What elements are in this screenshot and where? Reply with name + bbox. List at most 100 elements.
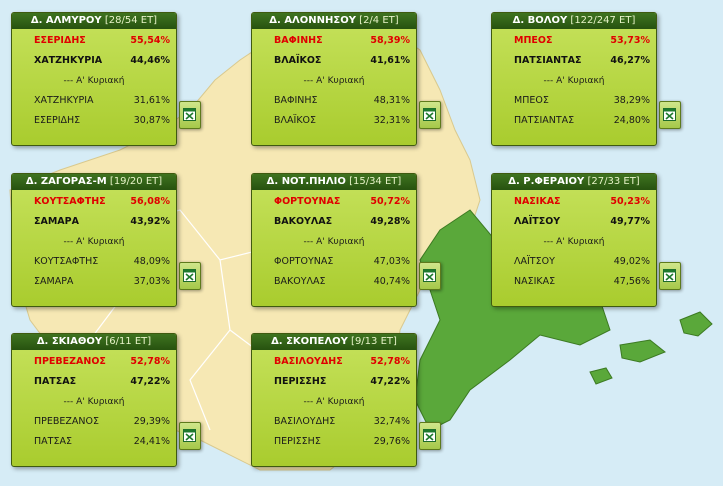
card-header[interactable]: Δ. ΝΟΤ.ΠΗΛΙΟ [15/34 ΕΤ] <box>252 174 416 190</box>
candidate-name: ΒΑΣΙΛΟΥΔΗΣ <box>274 416 336 427</box>
candidate-name: ΣΑΜΑΡΑ <box>34 216 79 227</box>
previous-row: ΠΑΤΣΙΑΝΤΑΣ 24,80% <box>492 111 656 131</box>
previous-round-label: --- Α' Κυριακή <box>492 232 656 252</box>
candidate-percent: 44,46% <box>130 55 170 66</box>
previous-row: ΣΑΜΑΡΑ 37,03% <box>12 272 176 292</box>
candidate-name: ΒΑΚΟΥΛΑΣ <box>274 276 326 287</box>
candidate-percent: 29,39% <box>133 416 170 427</box>
excel-export-button[interactable] <box>179 101 201 129</box>
candidate-name: ΒΑΚΟΥΛΑΣ <box>274 216 333 227</box>
result-row-second: ΒΑΚΟΥΛΑΣ 49,28% <box>252 212 416 232</box>
municipality-name: Δ. ΝΟΤ.ΠΗΛΙΟ <box>266 176 346 187</box>
excel-icon <box>663 108 676 121</box>
excel-icon <box>423 108 436 121</box>
candidate-name: ΕΣΕΡΙΔΗΣ <box>34 35 86 46</box>
card-header[interactable]: Δ. ΣΚΟΠΕΛΟΥ [9/13 ΕΤ] <box>252 334 416 350</box>
candidate-name: ΦΟΡΤΟΥΝΑΣ <box>274 196 341 207</box>
candidate-name: ΦΟΡΤΟΥΝΑΣ <box>274 256 334 267</box>
municipality-card-r-feraiou[interactable]: Δ. Ρ.ΦΕΡΑΙΟΥ [27/33 ΕΤ] ΝΑΣΙΚΑΣ 50,23% Λ… <box>491 173 657 307</box>
result-row-leader: ΒΑΦΙΝΗΣ 58,39% <box>252 31 416 51</box>
result-row-leader: ΒΑΣΙΛΟΥΔΗΣ 52,78% <box>252 352 416 372</box>
candidate-name: ΚΟΥΤΣΑΦΤΗΣ <box>34 256 99 267</box>
candidate-name: ΠΑΤΣΙΑΝΤΑΣ <box>514 55 582 66</box>
excel-export-button[interactable] <box>179 262 201 290</box>
candidate-percent: 32,74% <box>373 416 410 427</box>
previous-round-label: --- Α' Κυριακή <box>12 392 176 412</box>
candidate-percent: 37,03% <box>133 276 170 287</box>
previous-round-label: --- Α' Κυριακή <box>252 71 416 91</box>
excel-icon <box>183 429 196 442</box>
municipality-card-skopelou[interactable]: Δ. ΣΚΟΠΕΛΟΥ [9/13 ΕΤ] ΒΑΣΙΛΟΥΔΗΣ 52,78% … <box>251 333 417 467</box>
excel-icon <box>423 269 436 282</box>
municipality-card-volou[interactable]: Δ. ΒΟΛΟΥ [122/247 ΕΤ] ΜΠΕΟΣ 53,73% ΠΑΤΣΙ… <box>491 12 657 146</box>
candidate-name: ΚΟΥΤΣΑΦΤΗΣ <box>34 196 106 207</box>
previous-round-label-text: --- Α' Κυριακή <box>303 76 365 86</box>
previous-row: ΚΟΥΤΣΑΦΤΗΣ 48,09% <box>12 252 176 272</box>
excel-export-button[interactable] <box>419 262 441 290</box>
candidate-percent: 56,08% <box>130 196 170 207</box>
stations-count: [122/247 ΕΤ] <box>570 15 636 26</box>
card-header[interactable]: Δ. Ρ.ΦΕΡΑΙΟΥ [27/33 ΕΤ] <box>492 174 656 190</box>
card-header[interactable]: Δ. ΖΑΓΟΡΑΣ-Μ [19/20 ΕΤ] <box>12 174 176 190</box>
municipality-card-zagoras[interactable]: Δ. ΖΑΓΟΡΑΣ-Μ [19/20 ΕΤ] ΚΟΥΤΣΑΦΤΗΣ 56,08… <box>11 173 177 307</box>
candidate-percent: 38,29% <box>613 95 650 106</box>
result-row-second: ΠΑΤΣΙΑΝΤΑΣ 46,27% <box>492 51 656 71</box>
previous-row: ΠΑΤΣΑΣ 24,41% <box>12 432 176 452</box>
candidate-percent: 24,41% <box>133 436 170 447</box>
previous-round-label: --- Α' Κυριακή <box>252 392 416 412</box>
candidate-name: ΒΛΑΪΚΟΣ <box>274 115 317 126</box>
candidate-name: ΝΑΣΙΚΑΣ <box>514 276 556 287</box>
card-header[interactable]: Δ. ΑΛΟΝΝΗΣΟΥ [2/4 ΕΤ] <box>252 13 416 29</box>
municipality-card-alonnisou[interactable]: Δ. ΑΛΟΝΝΗΣΟΥ [2/4 ΕΤ] ΒΑΦΙΝΗΣ 58,39% ΒΛΑ… <box>251 12 417 146</box>
candidate-name: ΛΑΪΤΣΟΥ <box>514 256 555 267</box>
previous-round-label: --- Α' Κυριακή <box>12 71 176 91</box>
island-skiathos <box>619 339 666 363</box>
stations-count: [6/11 ΕΤ] <box>105 336 152 347</box>
stations-count: [2/4 ΕΤ] <box>359 15 399 26</box>
excel-icon <box>183 108 196 121</box>
card-header[interactable]: Δ. ΣΚΙΑΘΟΥ [6/11 ΕΤ] <box>12 334 176 350</box>
candidate-percent: 47,22% <box>370 376 410 387</box>
previous-row: ΒΑΦΙΝΗΣ 48,31% <box>252 91 416 111</box>
candidate-percent: 49,28% <box>370 216 410 227</box>
excel-export-button[interactable] <box>659 262 681 290</box>
previous-row: ΒΑΣΙΛΟΥΔΗΣ 32,74% <box>252 412 416 432</box>
municipality-name: Δ. ΑΛΟΝΝΗΣΟΥ <box>269 15 356 26</box>
candidate-percent: 47,56% <box>613 276 650 287</box>
previous-round-label: --- Α' Κυριακή <box>492 71 656 91</box>
previous-round-label-text: --- Α' Κυριακή <box>543 76 605 86</box>
stations-count: [9/13 ΕΤ] <box>351 336 397 347</box>
previous-row: ΛΑΪΤΣΟΥ 49,02% <box>492 252 656 272</box>
previous-row: ΠΡΕΒΕΖΑΝΟΣ 29,39% <box>12 412 176 432</box>
result-row-leader: ΦΟΡΤΟΥΝΑΣ 50,72% <box>252 192 416 212</box>
candidate-name: ΠΑΤΣΙΑΝΤΑΣ <box>514 115 575 126</box>
candidate-percent: 55,54% <box>130 35 170 46</box>
candidate-name: ΠΕΡΙΣΣΗΣ <box>274 436 321 447</box>
candidate-name: ΠΑΤΣΑΣ <box>34 376 77 387</box>
candidate-name: ΧΑΤΖΗΚΥΡΙΑ <box>34 95 94 106</box>
card-header[interactable]: Δ. ΑΛΜΥΡΟΥ [28/54 ΕΤ] <box>12 13 176 29</box>
previous-round-label-text: --- Α' Κυριακή <box>63 237 125 247</box>
municipality-name: Δ. ΣΚΟΠΕΛΟΥ <box>271 336 348 347</box>
stations-count: [27/33 ΕΤ] <box>587 176 640 187</box>
previous-row: ΒΑΚΟΥΛΑΣ 40,74% <box>252 272 416 292</box>
excel-export-button[interactable] <box>659 101 681 129</box>
card-header[interactable]: Δ. ΒΟΛΟΥ [122/247 ΕΤ] <box>492 13 656 29</box>
excel-export-button[interactable] <box>419 422 441 450</box>
previous-row: ΦΟΡΤΟΥΝΑΣ 47,03% <box>252 252 416 272</box>
municipality-card-not-pilio[interactable]: Δ. ΝΟΤ.ΠΗΛΙΟ [15/34 ΕΤ] ΦΟΡΤΟΥΝΑΣ 50,72%… <box>251 173 417 307</box>
result-row-leader: ΜΠΕΟΣ 53,73% <box>492 31 656 51</box>
excel-export-button[interactable] <box>179 422 201 450</box>
municipality-name: Δ. ΖΑΓΟΡΑΣ-Μ <box>25 176 107 187</box>
candidate-name: ΒΑΦΙΝΗΣ <box>274 95 318 106</box>
municipality-card-skiathou[interactable]: Δ. ΣΚΙΑΘΟΥ [6/11 ΕΤ] ΠΡΕΒΕΖΑΝΟΣ 52,78% Π… <box>11 333 177 467</box>
excel-export-button[interactable] <box>419 101 441 129</box>
municipality-name: Δ. Ρ.ΦΕΡΑΙΟΥ <box>508 176 585 187</box>
excel-icon <box>423 429 436 442</box>
candidate-percent: 53,73% <box>610 35 650 46</box>
previous-row: ΧΑΤΖΗΚΥΡΙΑ 31,61% <box>12 91 176 111</box>
municipality-card-almyrou[interactable]: Δ. ΑΛΜΥΡΟΥ [28/54 ΕΤ] ΕΣΕΡΙΔΗΣ 55,54% ΧΑ… <box>11 12 177 146</box>
previous-round-label: --- Α' Κυριακή <box>252 232 416 252</box>
candidate-percent: 46,27% <box>610 55 650 66</box>
candidate-name: ΧΑΤΖΗΚΥΡΙΑ <box>34 55 103 66</box>
